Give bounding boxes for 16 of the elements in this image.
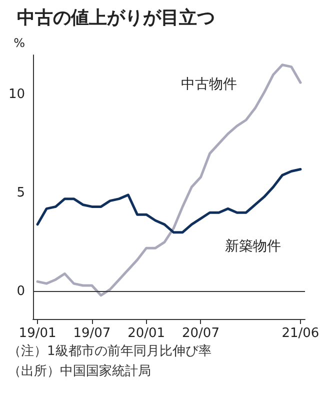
line-series bbox=[36, 64, 302, 297]
chart-title: 中古の値上がりが目立つ bbox=[17, 8, 215, 28]
x-tick-label: 19/01 bbox=[18, 326, 56, 341]
text: （注）1級都市の前年同月比伸び率 bbox=[8, 343, 212, 359]
x-tick-label: 21/06 bbox=[282, 326, 320, 341]
y-tick-label: 10 bbox=[8, 86, 25, 102]
y-axis-title: % bbox=[14, 36, 25, 50]
series-label: 新築物件 bbox=[225, 238, 282, 255]
x-tick-label: 20/01 bbox=[128, 326, 166, 341]
text: （出所）中国国家統計局 bbox=[8, 363, 151, 379]
y-tick-label: 0 bbox=[16, 284, 25, 299]
series-label: 中古物件 bbox=[181, 76, 238, 92]
line-series bbox=[36, 168, 302, 234]
x-tick-label: 20/07 bbox=[182, 326, 220, 341]
x-tick-label: 19/07 bbox=[73, 326, 111, 341]
y-tick-label: 5 bbox=[16, 185, 25, 200]
